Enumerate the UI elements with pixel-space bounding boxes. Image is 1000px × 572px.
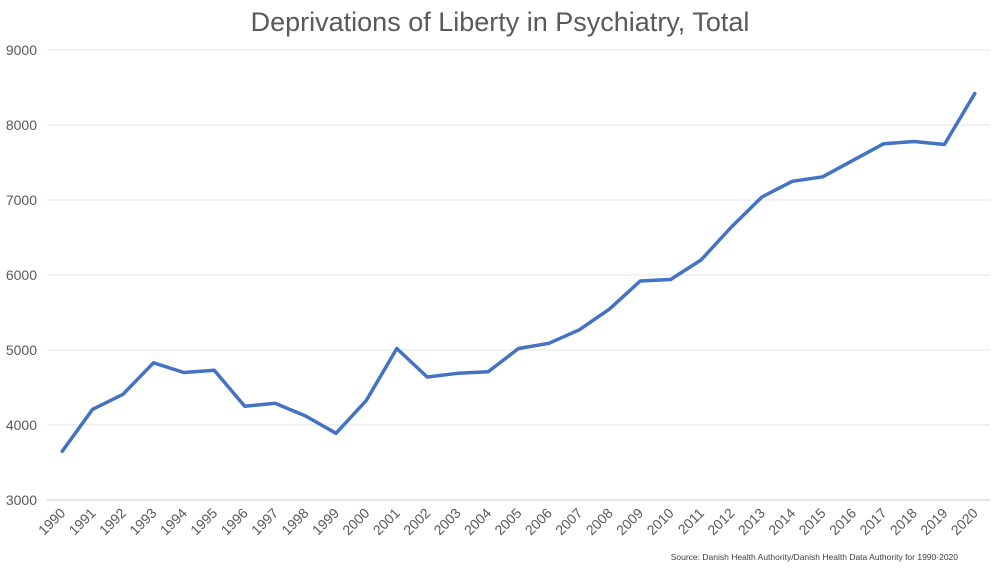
x-tick-label: 1996 bbox=[218, 505, 251, 538]
series-line bbox=[60, 91, 977, 454]
x-tick-label: 2017 bbox=[856, 505, 889, 538]
y-tick-label: 4000 bbox=[6, 417, 37, 433]
x-tick-label: 2000 bbox=[339, 505, 372, 538]
x-tick-label: 2015 bbox=[795, 505, 828, 538]
y-axis-ticks: 3000 4000 5000 6000 7000 8000 9000 bbox=[6, 42, 37, 508]
x-tick-label: 2019 bbox=[917, 505, 950, 538]
x-tick-label: 1993 bbox=[126, 505, 159, 538]
x-tick-label: 1995 bbox=[187, 505, 220, 538]
x-tick-label: 2002 bbox=[400, 505, 433, 538]
x-tick-label: 2013 bbox=[735, 505, 768, 538]
y-tick-label: 7000 bbox=[6, 192, 37, 208]
x-tick-label: 2001 bbox=[370, 505, 403, 538]
source-note: Source: Danish Health Authority/Danish H… bbox=[671, 552, 959, 562]
y-tick-label: 5000 bbox=[6, 342, 37, 358]
y-tick-label: 6000 bbox=[6, 267, 37, 283]
x-tick-label: 2004 bbox=[461, 505, 494, 538]
x-tick-label: 2009 bbox=[613, 505, 646, 538]
x-tick-label: 2020 bbox=[948, 505, 981, 538]
x-tick-label: 2007 bbox=[552, 505, 585, 538]
x-tick-label: 2010 bbox=[643, 505, 676, 538]
y-tick-label: 8000 bbox=[6, 117, 37, 133]
x-tick-label: 1991 bbox=[65, 505, 98, 538]
gridlines bbox=[47, 49, 990, 501]
x-tick-label: 2008 bbox=[583, 505, 616, 538]
x-tick-label: 2018 bbox=[887, 505, 920, 538]
x-tick-label: 1997 bbox=[248, 505, 281, 538]
x-tick-label: 1990 bbox=[35, 505, 68, 538]
x-tick-label: 2016 bbox=[826, 505, 859, 538]
y-tick-label: 3000 bbox=[6, 492, 37, 508]
x-tick-label: 2014 bbox=[765, 505, 798, 538]
x-tick-label: 2011 bbox=[675, 505, 708, 538]
x-tick-label: 1999 bbox=[309, 505, 342, 538]
x-tick-label: 1998 bbox=[278, 505, 311, 538]
x-tick-label: 1994 bbox=[157, 505, 190, 538]
x-tick-label: 1992 bbox=[96, 505, 129, 538]
series-layer bbox=[60, 91, 977, 454]
chart-title: Deprivations of Liberty in Psychiatry, T… bbox=[251, 7, 750, 37]
y-tick-label: 9000 bbox=[6, 42, 37, 58]
x-tick-label: 2006 bbox=[522, 505, 555, 538]
x-tick-label: 2012 bbox=[704, 505, 737, 538]
x-axis-ticks: 1990199119921993199419951996199719981999… bbox=[35, 505, 981, 538]
x-tick-label: 2005 bbox=[491, 505, 524, 538]
x-tick-label: 2003 bbox=[430, 505, 463, 538]
